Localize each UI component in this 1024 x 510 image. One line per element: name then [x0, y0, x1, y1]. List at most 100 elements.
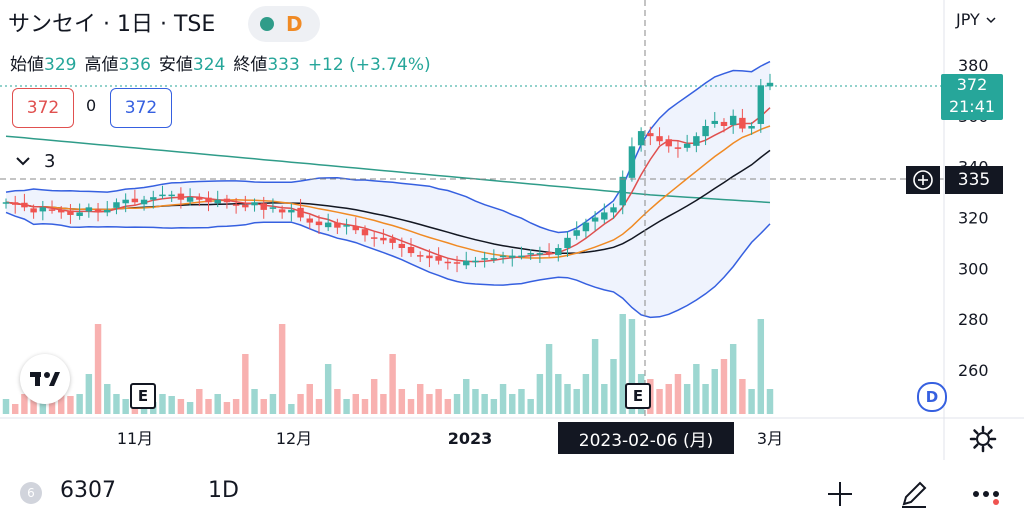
- currency-label: JPY: [956, 10, 980, 29]
- volume-bar: [426, 394, 433, 414]
- candle-body: [150, 197, 157, 200]
- candle-body: [472, 260, 479, 263]
- volume-bar: [610, 359, 617, 414]
- volume-bar: [324, 364, 332, 414]
- volume-bar: [370, 379, 378, 414]
- volume-bar: [306, 384, 313, 414]
- volume-bar: [67, 396, 74, 414]
- volume-bar: [168, 396, 175, 414]
- candle-body: [122, 199, 129, 204]
- volume-bar: [113, 394, 120, 414]
- indicator-count: 3: [44, 150, 56, 172]
- candle-body: [739, 117, 746, 129]
- candle-body: [251, 202, 258, 206]
- volume-bar: [361, 399, 369, 414]
- indicators-toggle[interactable]: 3: [12, 146, 76, 176]
- volume-bar: [545, 344, 553, 414]
- candle-body: [711, 120, 718, 124]
- pen-icon[interactable]: [898, 478, 930, 510]
- last-price: 372: [956, 75, 988, 94]
- candlesticks: [2, 73, 774, 273]
- earnings-event-marker[interactable]: E: [625, 383, 651, 409]
- volume-bar: [656, 389, 663, 414]
- earnings-event-marker[interactable]: E: [130, 383, 156, 409]
- ma-mid-line: [5, 125, 771, 259]
- chevron-down-icon: [16, 157, 30, 166]
- candle-body: [343, 225, 350, 227]
- candle-body: [693, 136, 700, 146]
- volume-bar: [177, 399, 185, 414]
- ma-long-term-line: [5, 135, 771, 204]
- candle-body: [555, 248, 562, 256]
- volume-bar: [766, 389, 774, 414]
- volume-bar: [619, 314, 626, 414]
- time-tick-label: 12月: [276, 429, 312, 448]
- plus-circle-icon[interactable]: [906, 166, 940, 194]
- candle-body: [416, 255, 424, 257]
- candle-body: [334, 222, 341, 228]
- candle-body: [177, 193, 185, 200]
- ohlc-legend: 始値329 高値336 安値324 終値333 +12 (+3.74%): [10, 50, 439, 75]
- candle-body: [113, 202, 120, 208]
- volume-bar: [674, 374, 682, 414]
- tradingview-logo-icon[interactable]: [20, 354, 70, 404]
- candle-body: [288, 209, 295, 213]
- volume-bar: [702, 384, 709, 414]
- volume-bar: [665, 384, 672, 414]
- candle-body: [131, 198, 139, 203]
- more-dots-icon[interactable]: [970, 478, 1002, 510]
- volume-bar: [481, 394, 488, 414]
- volume-bar: [352, 394, 360, 414]
- volume-bar: [251, 389, 258, 414]
- candle-body: [665, 139, 672, 147]
- symbol-code[interactable]: 6307: [60, 478, 116, 503]
- candle-body: [48, 209, 56, 211]
- volume-bar: [729, 344, 737, 414]
- ohlc-label-low: 安値: [158, 55, 193, 75]
- candle-body: [380, 237, 387, 241]
- sell-button[interactable]: 372: [12, 88, 74, 128]
- currency-selector[interactable]: JPY: [956, 10, 997, 29]
- volume-bar: [186, 402, 194, 414]
- volume-bar: [527, 399, 534, 414]
- candle-body: [407, 246, 415, 254]
- bottom-toolbar: [0, 462, 1024, 510]
- candle-body: [260, 203, 267, 210]
- candle-body: [601, 212, 608, 220]
- candle-body: [324, 222, 332, 228]
- candle-body: [389, 238, 396, 243]
- volume-bar: [683, 384, 691, 414]
- market-status-pill[interactable]: D: [248, 6, 320, 42]
- candle-body: [2, 202, 10, 204]
- candle-body: [186, 197, 194, 202]
- time-tick-label: 3月: [757, 429, 783, 448]
- crosshair-date-tag: 2023-02-06 (月): [558, 422, 734, 454]
- volume-bar: [278, 324, 286, 414]
- chevron-down-icon: [986, 17, 996, 24]
- candle-body: [444, 261, 452, 264]
- volume-bar: [94, 324, 102, 414]
- candle-body: [582, 222, 590, 232]
- volume-bar: [748, 389, 755, 414]
- candle-body: [39, 207, 47, 212]
- dividend-event-marker[interactable]: D: [917, 382, 947, 412]
- symbol-title[interactable]: サンセイ · 1日 · TSE: [8, 12, 216, 37]
- candle-body: [140, 199, 148, 205]
- volume-bar: [223, 402, 231, 414]
- candle-body: [269, 207, 277, 209]
- gear-icon[interactable]: [968, 424, 998, 454]
- candle-body: [435, 256, 442, 261]
- buy-button[interactable]: 372: [110, 88, 172, 128]
- candle-body: [352, 226, 360, 231]
- volume-bar: [122, 399, 129, 414]
- interval-selector[interactable]: 1D: [208, 478, 239, 503]
- candle-body: [67, 210, 74, 215]
- plus-icon[interactable]: [824, 478, 856, 510]
- ohlc-label-open: 始値: [10, 55, 44, 75]
- volume-bar: [334, 389, 341, 414]
- volume-bar: [591, 339, 599, 414]
- candle-body: [370, 237, 378, 239]
- candle-body: [628, 146, 636, 178]
- candle-body: [499, 255, 507, 258]
